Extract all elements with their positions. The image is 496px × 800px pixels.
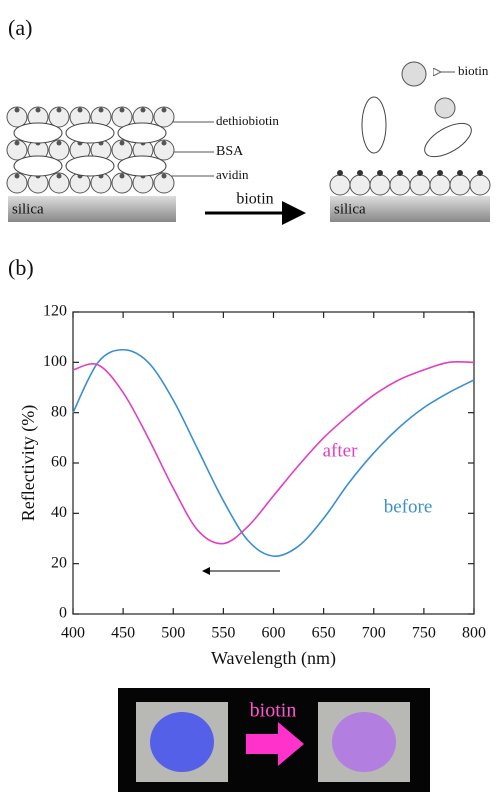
avidin xyxy=(153,172,175,194)
x-tick-label: 400 xyxy=(61,625,85,642)
bsa xyxy=(13,122,63,144)
avidin xyxy=(6,106,28,128)
photo: biotin xyxy=(118,688,430,792)
avidin xyxy=(111,172,133,194)
dethiobiotin xyxy=(14,140,20,146)
chart: 400 450 500 550 600 650 700 750 800 0 20 40 60 80 100 1… xyxy=(18,303,486,669)
avidin xyxy=(389,174,411,196)
bsa xyxy=(424,122,472,158)
dethiobiotin xyxy=(14,107,20,113)
dethiobiotin xyxy=(56,173,62,179)
x-tick-label: 550 xyxy=(211,625,235,642)
biotin xyxy=(457,170,463,176)
biotin xyxy=(337,170,343,176)
dethiobiotin xyxy=(161,173,167,179)
y-axis-label: Reflectivity (%) xyxy=(18,405,39,521)
x-tick-label: 450 xyxy=(111,625,135,642)
y-tick-label: 100 xyxy=(43,353,67,370)
substrate-label: silica xyxy=(12,201,44,217)
y-tick-label: 20 xyxy=(51,554,67,571)
bsa xyxy=(361,96,387,154)
bsa xyxy=(13,155,63,177)
substrate xyxy=(8,196,176,222)
bsa xyxy=(65,122,115,144)
avidin xyxy=(6,139,28,161)
biotin xyxy=(437,170,443,176)
dethiobiotin xyxy=(161,140,167,146)
avidin xyxy=(349,174,371,196)
biotin xyxy=(477,170,483,176)
avidin xyxy=(401,61,427,87)
arrow xyxy=(246,722,304,766)
dethiobiotin xyxy=(119,173,125,179)
biotin xyxy=(397,170,403,176)
dethiobiotin xyxy=(161,107,167,113)
sample-after xyxy=(332,712,396,772)
diagram-label: BSA xyxy=(216,144,244,159)
avidin xyxy=(409,174,431,196)
panel-label: (b) xyxy=(8,255,34,280)
substrate-label: silica xyxy=(334,201,366,217)
photo-label: biotin xyxy=(250,700,297,722)
bsa xyxy=(65,155,115,177)
y-tick-label: 60 xyxy=(51,454,67,471)
avidin xyxy=(48,172,70,194)
x-tick-label: 800 xyxy=(462,625,486,642)
line xyxy=(72,360,475,545)
bsa xyxy=(117,155,167,177)
y-tick-label: 40 xyxy=(51,504,67,521)
biotin xyxy=(357,170,363,176)
dethiobiotin xyxy=(35,107,41,113)
x-tick-label: 650 xyxy=(312,625,336,642)
series-label: before xyxy=(384,496,433,517)
dethiobiotin xyxy=(119,107,125,113)
diagram-label: biotin xyxy=(458,63,489,78)
plot-frame xyxy=(72,311,475,615)
diagram: silica silica biotin dethiobiotin BSA av… xyxy=(6,61,491,225)
avidin xyxy=(153,106,175,128)
avidin xyxy=(329,174,351,196)
substrate xyxy=(330,196,490,222)
dethiobiotin xyxy=(140,107,146,113)
avidin xyxy=(449,174,471,196)
y-tick-label: 0 xyxy=(59,605,67,622)
y-tick-label: 120 xyxy=(43,303,67,320)
avidin xyxy=(6,172,28,194)
avidin xyxy=(429,174,451,196)
line xyxy=(72,348,475,557)
avidin xyxy=(469,174,491,196)
dethiobiotin xyxy=(98,107,104,113)
dethiobiotin xyxy=(14,173,20,179)
biotin xyxy=(417,170,423,176)
y-tick-label: 80 xyxy=(51,403,67,420)
x-axis-label: Wavelength (nm) xyxy=(211,648,336,669)
dethiobiotin xyxy=(119,140,125,146)
x-tick-label: 700 xyxy=(362,625,386,642)
avidin xyxy=(153,139,175,161)
avidin xyxy=(369,174,391,196)
bsa xyxy=(117,122,167,144)
diagram-label: dethiobiotin xyxy=(216,113,279,128)
x-tick-label: 500 xyxy=(161,625,185,642)
avidin xyxy=(434,97,456,119)
panel-label: (a) xyxy=(8,15,32,40)
arrow-label: biotin xyxy=(236,191,273,208)
diagram-label: avidin xyxy=(216,167,249,182)
avidin xyxy=(48,106,70,128)
dethiobiotin xyxy=(77,107,83,113)
sample-before xyxy=(150,712,214,772)
dethiobiotin xyxy=(56,140,62,146)
x-tick-label: 750 xyxy=(412,625,436,642)
biotin xyxy=(377,170,383,176)
avidin xyxy=(48,139,70,161)
dethiobiotin xyxy=(56,107,62,113)
series-label: after xyxy=(323,440,358,461)
x-tick-label: 600 xyxy=(262,625,286,642)
